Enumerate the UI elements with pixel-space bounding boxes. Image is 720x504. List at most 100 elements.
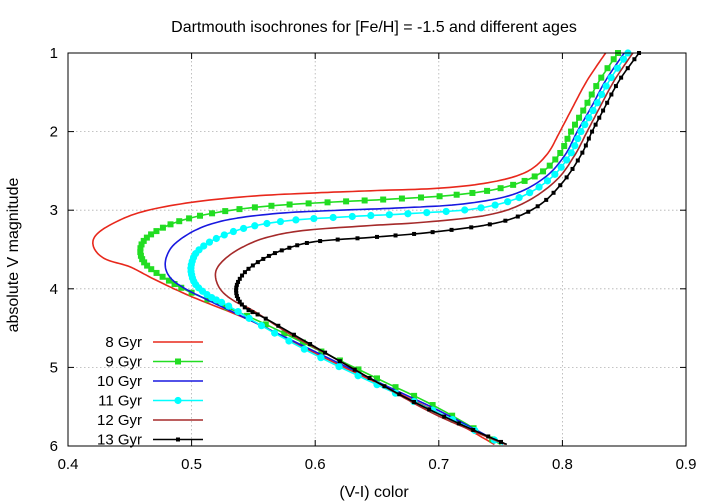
data-point-marker — [392, 384, 399, 391]
data-point-marker — [576, 114, 583, 121]
data-point-marker — [557, 163, 565, 171]
axis-ticks: 0.4 0.5 0.6 0.7 0.8 0.9 1 2 3 4 5 6 — [50, 45, 697, 473]
data-point-marker — [367, 376, 372, 381]
data-point-marker — [589, 106, 597, 115]
data-point-marker — [246, 266, 251, 271]
data-point-marker — [242, 305, 247, 310]
data-point-marker — [471, 427, 476, 432]
legend-label: 10 Gyr — [97, 373, 142, 390]
data-point-marker — [598, 90, 606, 99]
data-point-marker — [397, 392, 402, 397]
data-point-marker — [174, 396, 182, 405]
data-point-marker — [558, 183, 563, 188]
data-point-marker — [234, 282, 239, 287]
data-point-marker — [557, 149, 564, 156]
data-point-marker — [239, 224, 248, 233]
data-point-marker — [266, 253, 271, 258]
data-point-marker — [593, 83, 600, 90]
data-point-marker — [361, 197, 368, 204]
data-point-marker — [251, 204, 258, 211]
x-tick-label: 0.6 — [305, 456, 326, 473]
data-point-marker — [423, 209, 431, 217]
y-tick-label: 4 — [50, 281, 58, 298]
data-point-marker — [144, 262, 151, 269]
data-point-marker — [551, 190, 556, 195]
data-point-marker — [427, 407, 432, 412]
data-point-marker — [411, 392, 418, 399]
data-point-marker — [564, 175, 569, 180]
data-point-marker — [619, 55, 628, 63]
data-point-marker — [393, 233, 398, 238]
data-point-marker — [276, 323, 281, 328]
data-point-marker — [602, 82, 610, 90]
data-point-marker — [503, 218, 508, 223]
series-9-gyr — [137, 50, 622, 446]
data-point-marker — [153, 269, 160, 276]
legend-entry: 11 Gyr — [98, 393, 203, 410]
data-point-marker — [568, 128, 575, 135]
legend-entry: 12 Gyr — [97, 412, 203, 429]
data-point-marker — [449, 412, 456, 419]
data-point-marker — [607, 74, 615, 82]
legend-entry: 13 Gyr — [97, 432, 203, 449]
data-point-marker — [588, 91, 595, 98]
data-point-marker — [137, 245, 144, 252]
data-point-marker — [234, 308, 242, 316]
data-point-marker — [610, 56, 617, 63]
legend-entry: 8 Gyr — [105, 334, 203, 351]
data-point-marker — [250, 310, 255, 315]
data-point-marker — [583, 143, 588, 148]
data-point-marker — [148, 231, 155, 238]
data-point-marker — [272, 251, 277, 256]
x-tick-label: 0.5 — [181, 456, 202, 473]
data-point-marker — [543, 177, 552, 185]
data-point-marker — [613, 84, 618, 89]
series-12-gyr — [214, 52, 634, 446]
data-point-marker — [343, 198, 350, 205]
data-point-marker — [398, 195, 405, 202]
data-point-marker — [619, 75, 624, 80]
data-point-marker — [222, 208, 229, 215]
data-point-marker — [229, 227, 237, 236]
data-point-marker — [585, 114, 593, 122]
data-point-marker — [295, 243, 300, 248]
data-point-marker — [337, 359, 342, 364]
y-axis-title: absolute V magnitude — [5, 178, 22, 333]
series-line — [214, 52, 634, 446]
data-point-marker — [141, 259, 148, 266]
data-point-marker — [308, 342, 313, 347]
data-point-marker — [143, 234, 150, 241]
data-point-marker — [310, 214, 318, 223]
data-point-marker — [442, 207, 450, 216]
data-point-marker — [484, 187, 491, 194]
data-point-marker — [442, 414, 447, 419]
data-point-marker — [609, 92, 614, 97]
data-point-marker — [535, 183, 543, 191]
data-point-marker — [176, 218, 183, 225]
data-point-marker — [601, 108, 606, 113]
data-point-marker — [535, 204, 540, 209]
data-point-marker — [292, 216, 300, 224]
data-point-marker — [159, 224, 166, 231]
data-point-marker — [510, 181, 517, 188]
data-point-marker — [329, 213, 337, 222]
legend-label: 13 Gyr — [97, 432, 142, 449]
series-11-gyr — [187, 49, 632, 446]
data-point-marker — [276, 217, 285, 226]
data-point-marker — [217, 298, 226, 306]
data-point-marker — [287, 245, 292, 250]
data-point-marker — [571, 142, 579, 150]
data-point-marker — [575, 158, 580, 163]
data-point-marker — [590, 129, 595, 134]
data-point-marker — [567, 149, 575, 157]
data-point-marker — [412, 231, 417, 236]
data-point-marker — [225, 302, 233, 310]
plot-frame — [67, 52, 687, 447]
data-point-marker — [178, 284, 185, 291]
data-point-marker — [255, 260, 260, 265]
data-point-marker — [625, 66, 630, 71]
data-point-marker — [526, 189, 534, 197]
data-point-marker — [234, 291, 239, 296]
data-point-marker — [263, 219, 271, 228]
legend: 8 Gyr 9 Gyr 10 Gyr 11 Gyr 12 Gyr 13 Gyr — [97, 334, 203, 449]
